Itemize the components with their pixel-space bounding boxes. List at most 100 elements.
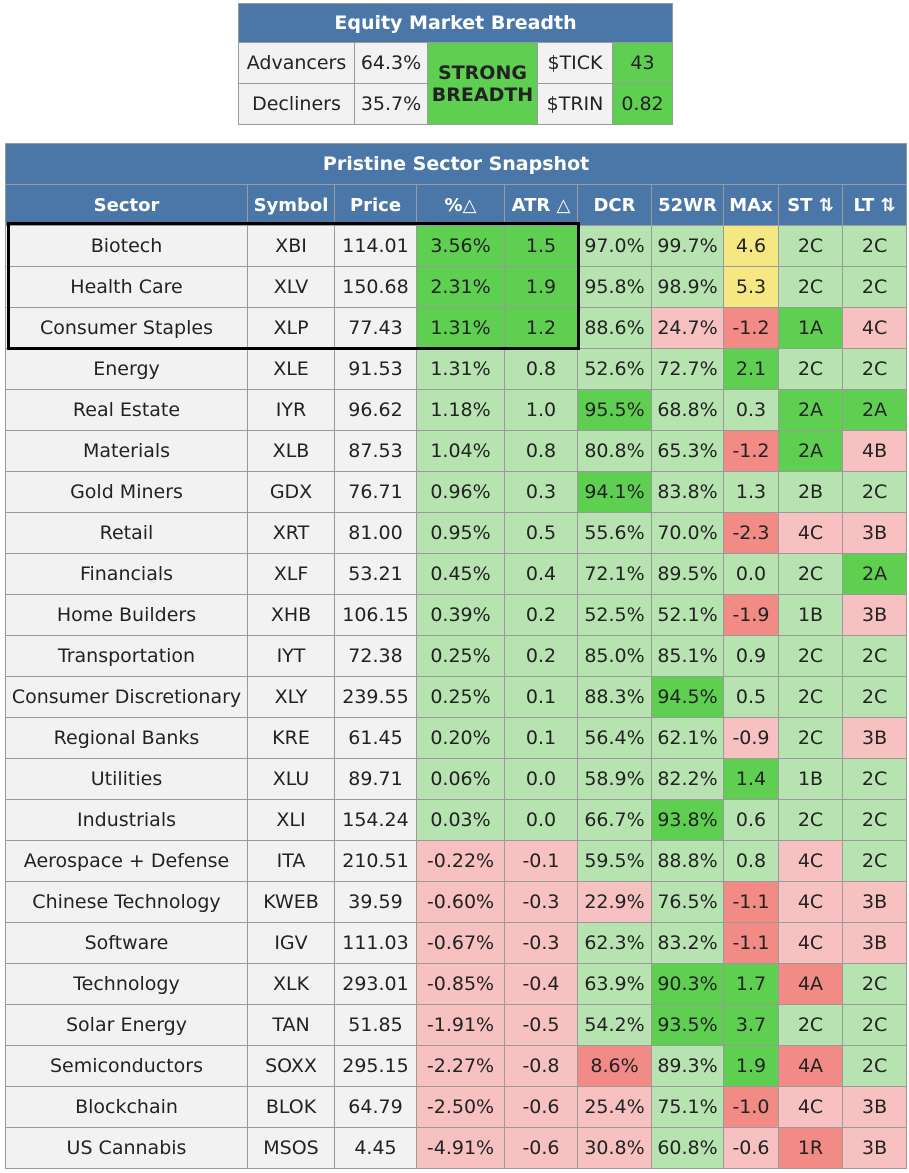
- header-dcr[interactable]: DCR: [577, 184, 652, 226]
- symbol-cell: BLOK: [247, 1086, 335, 1128]
- max-cell: -1.2: [723, 307, 779, 349]
- atr-change-cell: 0.3: [504, 471, 578, 513]
- symbol-cell: IGV: [247, 922, 335, 964]
- 52wr-cell: 76.5%: [651, 881, 724, 923]
- max-cell: 0.0: [723, 553, 779, 595]
- sector-cell: Chinese Technology: [5, 881, 248, 923]
- header-max[interactable]: MAx: [723, 184, 779, 226]
- atr-change-cell: -0.6: [504, 1086, 578, 1128]
- st-cell: 2C: [778, 225, 843, 267]
- dcr-cell: 97.0%: [577, 225, 652, 267]
- lt-cell: 2A: [841, 553, 908, 595]
- st-cell: 4A: [778, 963, 843, 1005]
- header-lt-sort[interactable]: LT ⇅: [841, 184, 908, 226]
- max-cell: -2.3: [723, 512, 779, 554]
- header-sector[interactable]: Sector: [5, 184, 248, 226]
- sector-cell: Blockchain: [5, 1086, 248, 1128]
- symbol-cell: SOXX: [247, 1045, 335, 1087]
- st-cell: 4C: [778, 881, 843, 923]
- table-row: Solar Energy TAN 51.85 -1.91% -0.5 54.2% 93.5%…: [5, 1004, 908, 1046]
- table-row: Industrials XLI 154.24 0.03% 0.0 66.7% 93.8% 0.…: [5, 799, 908, 841]
- atr-change-cell: 0.1: [504, 717, 578, 759]
- pct-change-cell: -4.91%: [416, 1127, 505, 1169]
- table-row: Consumer Discretionary XLY 239.55 0.25% 0.1 8…: [5, 676, 908, 718]
- max-cell: -1.9: [723, 594, 779, 636]
- symbol-cell: XLY: [247, 676, 335, 718]
- max-cell: 1.3: [723, 471, 779, 513]
- table-row: Blockchain BLOK 64.79 -2.50% -0.6 25.4% 75.1% -…: [5, 1086, 908, 1128]
- price-cell: 51.85: [334, 1004, 417, 1046]
- lt-cell: 2C: [841, 635, 908, 677]
- 52wr-cell: 52.1%: [651, 594, 724, 636]
- 52wr-cell: 85.1%: [651, 635, 724, 677]
- dcr-cell: 52.6%: [577, 348, 652, 390]
- symbol-cell: XBI: [247, 225, 335, 267]
- dcr-cell: 55.6%: [577, 512, 652, 554]
- header-st-sort[interactable]: ST ⇅: [778, 184, 843, 226]
- dcr-cell: 56.4%: [577, 717, 652, 759]
- 52wr-cell: 68.8%: [651, 389, 724, 431]
- pct-change-cell: -2.27%: [416, 1045, 505, 1087]
- header-atr-change[interactable]: ATR △: [504, 184, 578, 226]
- table-row: Aerospace + Defense ITA 210.51 -0.22% -0.1 59…: [5, 840, 908, 882]
- dcr-cell: 52.5%: [577, 594, 652, 636]
- breadth-title: Equity Market Breadth: [238, 3, 673, 43]
- price-cell: 77.43: [334, 307, 417, 349]
- table-row: Biotech XBI 114.01 3.56% 1.5 97.0% 99.7% 4.6 2C 2…: [5, 225, 908, 267]
- st-cell: 2C: [778, 635, 843, 677]
- symbol-cell: TAN: [247, 1004, 335, 1046]
- price-cell: 210.51: [334, 840, 417, 882]
- atr-change-cell: 0.2: [504, 594, 578, 636]
- sector-cell: Transportation: [5, 635, 248, 677]
- price-cell: 61.45: [334, 717, 417, 759]
- max-cell: 1.7: [723, 963, 779, 1005]
- lt-cell: 2C: [841, 676, 908, 718]
- price-cell: 4.45: [334, 1127, 417, 1169]
- atr-change-cell: 1.5: [504, 225, 578, 267]
- symbol-cell: XLI: [247, 799, 335, 841]
- st-cell: 4C: [778, 512, 843, 554]
- symbol-cell: XRT: [247, 512, 335, 554]
- sector-cell: Biotech: [5, 225, 248, 267]
- header-symbol[interactable]: Symbol: [247, 184, 335, 226]
- max-cell: 0.9: [723, 635, 779, 677]
- atr-change-cell: -0.4: [504, 963, 578, 1005]
- max-cell: 3.7: [723, 1004, 779, 1046]
- atr-change-cell: -0.1: [504, 840, 578, 882]
- dcr-cell: 58.9%: [577, 758, 652, 800]
- dcr-cell: 85.0%: [577, 635, 652, 677]
- 52wr-cell: 93.8%: [651, 799, 724, 841]
- header-52wr[interactable]: 52WR: [651, 184, 724, 226]
- pct-change-cell: -2.50%: [416, 1086, 505, 1128]
- st-cell: 2C: [778, 266, 843, 308]
- price-cell: 96.62: [334, 389, 417, 431]
- pct-change-cell: -1.91%: [416, 1004, 505, 1046]
- table-row: Transportation IYT 72.38 0.25% 0.2 85.0% 85.1%…: [5, 635, 908, 677]
- atr-change-cell: 0.0: [504, 799, 578, 841]
- table-row: Semiconductors SOXX 295.15 -2.27% -0.8 8.6% 89…: [5, 1045, 908, 1087]
- max-cell: 0.8: [723, 840, 779, 882]
- 52wr-cell: 82.2%: [651, 758, 724, 800]
- max-cell: 4.6: [723, 225, 779, 267]
- dcr-cell: 88.3%: [577, 676, 652, 718]
- lt-cell: 3B: [841, 717, 908, 759]
- symbol-cell: XLP: [247, 307, 335, 349]
- trin-value: 0.82: [612, 83, 673, 125]
- header-pct-change[interactable]: %△: [416, 184, 505, 226]
- price-cell: 150.68: [334, 266, 417, 308]
- dcr-cell: 66.7%: [577, 799, 652, 841]
- table-row: Retail XRT 81.00 0.95% 0.5 55.6% 70.0% -2.3 4C 3B: [5, 512, 908, 554]
- pct-change-cell: 0.96%: [416, 471, 505, 513]
- pct-change-cell: 0.95%: [416, 512, 505, 554]
- 52wr-cell: 88.8%: [651, 840, 724, 882]
- pct-change-cell: -0.60%: [416, 881, 505, 923]
- 52wr-cell: 94.5%: [651, 676, 724, 718]
- max-cell: -1.0: [723, 1086, 779, 1128]
- dcr-cell: 80.8%: [577, 430, 652, 472]
- header-price[interactable]: Price: [334, 184, 417, 226]
- lt-cell: 2C: [841, 799, 908, 841]
- st-cell: 4C: [778, 840, 843, 882]
- st-cell: 4A: [778, 1045, 843, 1087]
- sector-cell: Health Care: [5, 266, 248, 308]
- symbol-cell: XLK: [247, 963, 335, 1005]
